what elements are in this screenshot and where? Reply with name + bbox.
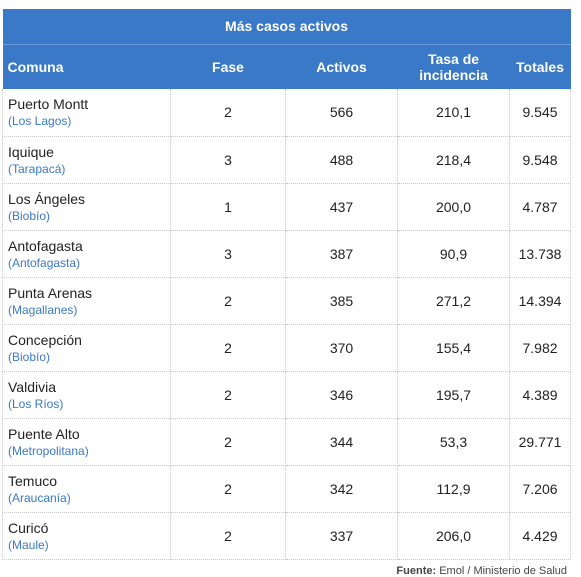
cell-tasa: 90,9 bbox=[397, 230, 510, 278]
active-cases-table: Más casos activos Comuna Fase Activos Ta… bbox=[2, 9, 572, 560]
table-row: Los Ángeles (Biobío) 1 437 200,0 4.787 bbox=[2, 183, 572, 231]
source-note: Fuente: Emol / Ministerio de Salud bbox=[396, 565, 567, 577]
region-name: (Antofagasta) bbox=[8, 255, 81, 270]
cell-tasa: 195,7 bbox=[397, 371, 510, 419]
cell-fase: 2 bbox=[170, 371, 286, 419]
cell-activos: 437 bbox=[285, 183, 398, 231]
source-text: Emol / Ministerio de Salud bbox=[439, 565, 567, 577]
cell-fase: 2 bbox=[170, 277, 286, 325]
cell-totales: 4.429 bbox=[509, 512, 572, 560]
header-tasa-line1: Tasa de bbox=[427, 50, 480, 67]
cell-comuna: Punta Arenas (Magallanes) bbox=[2, 277, 171, 325]
cell-totales: 4.787 bbox=[509, 183, 572, 231]
cell-comuna: Antofagasta (Antofagasta) bbox=[2, 230, 171, 278]
region-name: (Los Ríos) bbox=[8, 396, 64, 411]
cell-comuna: Curicó (Maule) bbox=[2, 512, 171, 560]
cell-activos: 370 bbox=[285, 324, 398, 372]
cell-activos: 566 bbox=[285, 89, 398, 137]
header-tasa-line2: incidencia bbox=[419, 66, 488, 83]
table-row: Punta Arenas (Magallanes) 2 385 271,2 14.394 bbox=[2, 277, 572, 325]
cell-activos: 342 bbox=[285, 465, 398, 513]
cell-tasa: 271,2 bbox=[397, 277, 510, 325]
region-name: (Tarapacá) bbox=[8, 161, 66, 176]
cell-fase: 2 bbox=[170, 89, 286, 137]
table-row: Curicó (Maule) 2 337 206,0 4.429 bbox=[2, 512, 572, 560]
table-body: Puerto Montt (Los Lagos) 2 566 210,1 9.545 Iqu… bbox=[2, 89, 572, 560]
table-row: Valdivia (Los Ríos) 2 346 195,7 4.389 bbox=[2, 371, 572, 419]
cell-totales: 4.389 bbox=[509, 371, 572, 419]
cell-tasa: 112,9 bbox=[397, 465, 510, 513]
comuna-name: Temuco bbox=[8, 472, 58, 489]
table-row: Concepción (Biobío) 2 370 155,4 7.982 bbox=[2, 324, 572, 372]
cell-totales: 9.548 bbox=[509, 136, 572, 184]
cell-activos: 387 bbox=[285, 230, 398, 278]
cell-fase: 2 bbox=[170, 465, 286, 513]
comuna-name: Puerto Montt bbox=[8, 96, 89, 113]
cell-tasa: 155,4 bbox=[397, 324, 510, 372]
region-name: (Maule) bbox=[8, 537, 49, 552]
cell-comuna: Iquique (Tarapacá) bbox=[2, 136, 171, 184]
cell-tasa: 200,0 bbox=[397, 183, 510, 231]
table-title: Más casos activos bbox=[2, 9, 571, 45]
table-row: Iquique (Tarapacá) 3 488 218,4 9.548 bbox=[2, 136, 572, 184]
cell-totales: 14.394 bbox=[509, 277, 572, 325]
table-row: Puerto Montt (Los Lagos) 2 566 210,1 9.545 bbox=[2, 89, 572, 137]
header-fase: Fase bbox=[170, 44, 286, 89]
table-row: Puente Alto (Metropolitana) 2 344 53,3 29.771 bbox=[2, 418, 572, 466]
cell-fase: 2 bbox=[170, 324, 286, 372]
header-totales: Totales bbox=[509, 44, 571, 89]
cell-comuna: Puente Alto (Metropolitana) bbox=[2, 418, 171, 466]
comuna-name: Curicó bbox=[8, 519, 49, 536]
source-label: Fuente: bbox=[396, 565, 437, 577]
region-name: (Los Lagos) bbox=[8, 114, 72, 129]
cell-fase: 2 bbox=[170, 418, 286, 466]
region-name: (Biobío) bbox=[8, 349, 51, 364]
comuna-name: Antofagasta bbox=[8, 237, 83, 254]
cell-activos: 346 bbox=[285, 371, 398, 419]
header-comuna: Comuna bbox=[2, 44, 171, 89]
comuna-name: Puente Alto bbox=[8, 425, 80, 442]
comuna-name: Concepción bbox=[8, 331, 82, 348]
cell-comuna: Puerto Montt (Los Lagos) bbox=[2, 89, 171, 137]
cell-fase: 1 bbox=[170, 183, 286, 231]
cell-comuna: Los Ángeles (Biobío) bbox=[2, 183, 171, 231]
region-name: (Metropolitana) bbox=[8, 443, 89, 458]
cell-tasa: 53,3 bbox=[397, 418, 510, 466]
cell-comuna: Temuco (Araucanía) bbox=[2, 465, 171, 513]
cell-tasa: 218,4 bbox=[397, 136, 510, 184]
cell-fase: 2 bbox=[170, 512, 286, 560]
cell-totales: 7.206 bbox=[509, 465, 572, 513]
cell-totales: 7.982 bbox=[509, 324, 572, 372]
cell-activos: 385 bbox=[285, 277, 398, 325]
cell-totales: 9.545 bbox=[509, 89, 572, 137]
cell-tasa: 206,0 bbox=[397, 512, 510, 560]
cell-activos: 337 bbox=[285, 512, 398, 560]
cell-fase: 3 bbox=[170, 230, 286, 278]
header-activos: Activos bbox=[285, 44, 398, 89]
comuna-name: Valdivia bbox=[8, 378, 56, 395]
cell-activos: 488 bbox=[285, 136, 398, 184]
cell-activos: 344 bbox=[285, 418, 398, 466]
region-name: (Biobío) bbox=[8, 208, 51, 223]
comuna-name: Los Ángeles bbox=[8, 190, 86, 207]
cell-fase: 3 bbox=[170, 136, 286, 184]
table-row: Temuco (Araucanía) 2 342 112,9 7.206 bbox=[2, 465, 572, 513]
cell-comuna: Valdivia (Los Ríos) bbox=[2, 371, 171, 419]
cell-tasa: 210,1 bbox=[397, 89, 510, 137]
table-header-row: Comuna Fase Activos Tasa de incidencia T… bbox=[2, 44, 571, 89]
cell-totales: 13.738 bbox=[509, 230, 572, 278]
cell-comuna: Concepción (Biobío) bbox=[2, 324, 171, 372]
header-tasa: Tasa de incidencia bbox=[397, 44, 510, 89]
table-title-row: Más casos activos bbox=[2, 9, 571, 45]
region-name: (Araucanía) bbox=[8, 490, 71, 505]
comuna-name: Iquique bbox=[8, 143, 54, 160]
cell-totales: 29.771 bbox=[509, 418, 572, 466]
table-row: Antofagasta (Antofagasta) 3 387 90,9 13.738 bbox=[2, 230, 572, 278]
comuna-name: Punta Arenas bbox=[8, 284, 93, 301]
region-name: (Magallanes) bbox=[8, 302, 78, 317]
